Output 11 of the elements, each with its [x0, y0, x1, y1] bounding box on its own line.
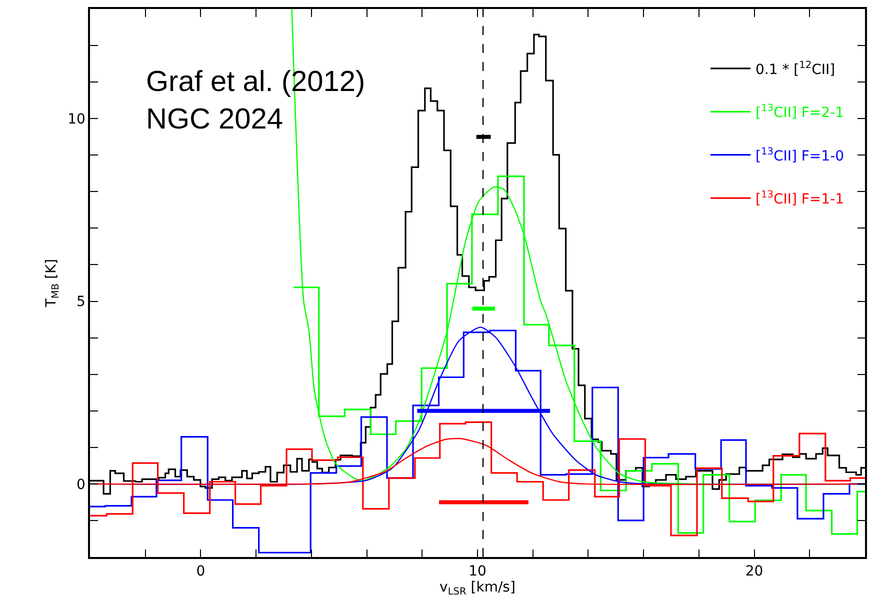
y-tick-label: 10: [68, 112, 86, 128]
legend-label: [$^{13}$CII] F=2-1: [756, 103, 844, 122]
x-tick-label: 0: [196, 564, 206, 580]
x-tick-label: 20: [745, 564, 764, 580]
x-tick-label: 10: [468, 564, 486, 580]
y-tick-label: 0: [76, 476, 86, 493]
x-axis-title: v$_{LSR}$ [km/s]: [440, 580, 516, 598]
legend-label: [$^{13}$CII] F=1-1: [756, 190, 844, 208]
legend-label: [$^{13}$CII] F=1-0: [756, 146, 844, 164]
y-tick-label: 5: [76, 294, 86, 310]
legend-label: 0.1 * [$^{12}$CII]: [756, 60, 836, 78]
